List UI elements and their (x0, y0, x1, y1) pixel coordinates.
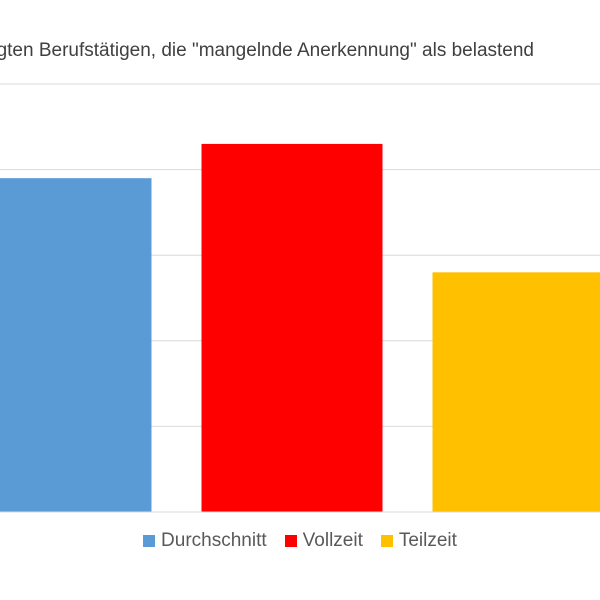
bar-teilzeit (432, 272, 600, 512)
legend-label-durchschnitt: Durchschnitt (161, 530, 267, 551)
legend-item-vollzeit: Vollzeit (284, 530, 363, 552)
bars (0, 143, 600, 513)
chart-title: agten Berufstätigen, die "mangelnde Aner… (0, 40, 534, 61)
legend-item-durchschnitt: Durchschnitt (143, 530, 267, 552)
bar-durchschnitt (0, 178, 152, 512)
legend-swatch-durchschnitt (143, 535, 156, 547)
legend-swatch-teilzeit (380, 535, 393, 547)
legend: Durchschnitt Vollzeit Teilzeit (0, 530, 600, 552)
legend-swatch-vollzeit (284, 535, 297, 547)
legend-label-vollzeit: Vollzeit (302, 530, 363, 551)
legend-item-teilzeit: Teilzeit (380, 530, 457, 552)
legend-label-teilzeit: Teilzeit (398, 530, 457, 551)
bar-vollzeit (201, 143, 383, 513)
